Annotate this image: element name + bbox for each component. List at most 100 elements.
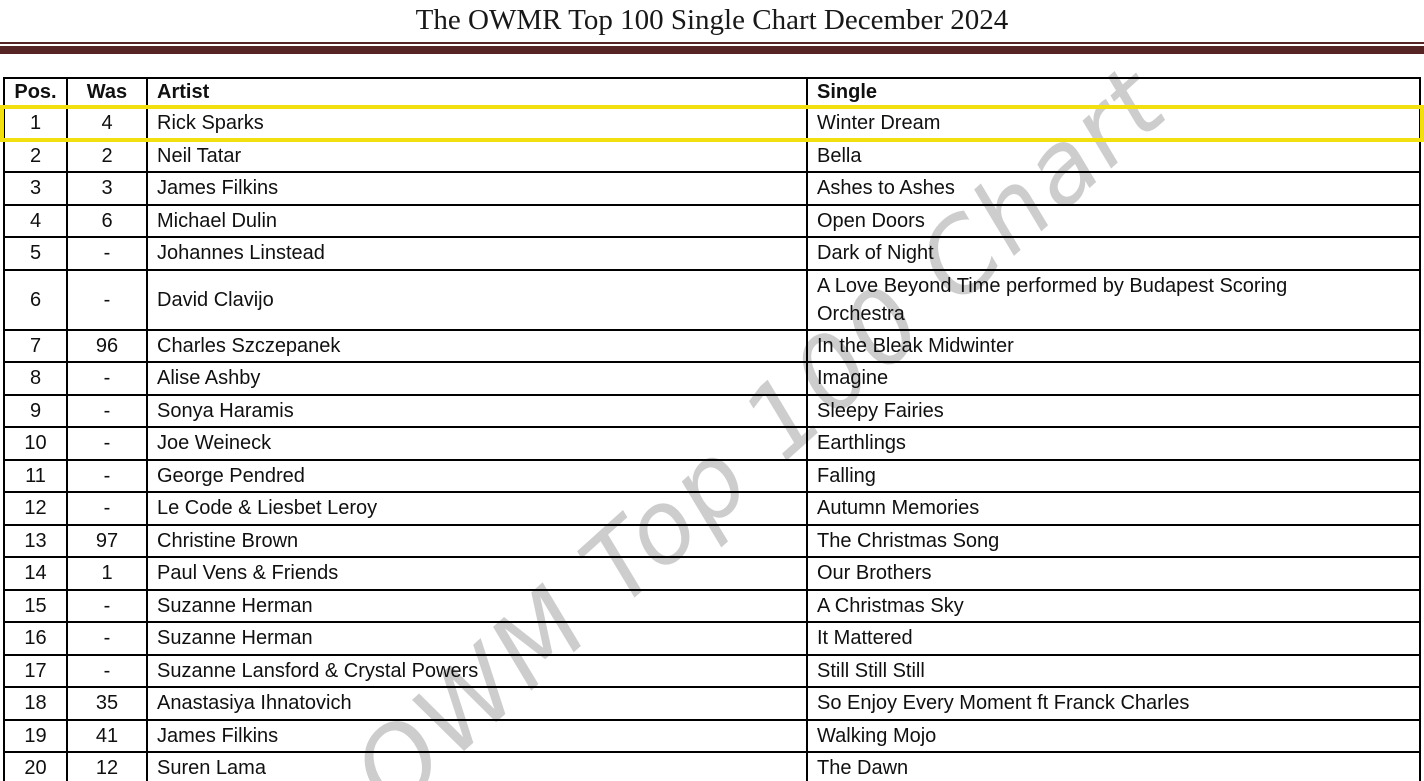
cell-single: Falling — [806, 458, 1421, 493]
cell-artist: Rick Sparks — [146, 106, 808, 141]
cell-single: Winter Dream — [806, 106, 1421, 141]
cell-single-text: Autumn Memories — [817, 497, 980, 520]
cell-pos-text: 9 — [29, 399, 42, 422]
cell-was-text: 6 — [101, 209, 113, 232]
title-rule-thin — [0, 42, 1424, 44]
table-row: 6 - David Clavijo A Love Beyond Time perfor… — [3, 268, 1421, 331]
cell-pos: 18 — [3, 686, 68, 721]
cell-single: Bella — [806, 138, 1421, 173]
table-row: 20 12 Suren Lama The Dawn — [3, 751, 1421, 781]
cell-single-text: Winter Dream — [817, 112, 941, 135]
table-row: 15 - Suzanne Herman A Christmas Sky — [3, 588, 1421, 623]
cell-was-text: 12 — [95, 757, 119, 780]
cell-pos: 4 — [3, 203, 68, 238]
cell-pos-text: 3 — [29, 177, 42, 200]
table-row: 5 - Johannes Linstead Dark of Night — [3, 236, 1421, 271]
cell-pos-text: 8 — [29, 367, 42, 390]
cell-single-text: Ashes to Ashes — [817, 177, 955, 200]
cell-single: The Dawn — [806, 751, 1421, 781]
cell-artist: James Filkins — [146, 171, 808, 206]
cell-artist: George Pendred — [146, 458, 808, 493]
page-title: The OWMR Top 100 Single Chart December 2… — [415, 4, 1009, 36]
table-row: 8 - Alise Ashby Imagine — [3, 361, 1421, 396]
cell-single-text: Our Brothers — [817, 562, 932, 585]
cell-artist-text: Christine Brown — [157, 529, 299, 552]
cell-pos-text: 12 — [24, 497, 47, 520]
cell-artist-text: Michael Dulin — [157, 209, 278, 232]
cell-pos: 13 — [3, 523, 68, 558]
cell-artist-text: Suzanne Herman — [157, 594, 313, 617]
cell-was: - — [66, 653, 148, 688]
cell-pos-text: 10 — [24, 432, 47, 455]
cell-was: 96 — [66, 328, 148, 363]
cell-was-text: - — [103, 288, 111, 311]
cell-single-text: Falling — [817, 464, 876, 487]
cell-pos: 1 — [3, 106, 68, 141]
cell-artist-text: Neil Tatar — [157, 144, 242, 167]
cell-was: - — [66, 588, 148, 623]
cell-single-text: Still Still Still — [817, 659, 925, 682]
cell-was-text: - — [103, 594, 111, 617]
cell-was-text: - — [103, 497, 111, 520]
cell-was: 4 — [66, 106, 148, 141]
table-row: 14 1 Paul Vens & Friends Our Brothers — [3, 556, 1421, 591]
cell-pos: 20 — [3, 751, 68, 781]
cell-was-text: - — [103, 367, 111, 390]
cell-pos-text: 13 — [24, 529, 47, 552]
cell-artist-text: Joe Weineck — [157, 432, 272, 455]
cell-pos-text: 5 — [29, 242, 42, 265]
table-row: 19 41 James Filkins Walking Mojo — [3, 718, 1421, 753]
cell-was: - — [66, 491, 148, 526]
cell-pos-text: 6 — [29, 288, 42, 311]
cell-single-text: Imagine — [817, 367, 889, 390]
cell-was-text: 35 — [95, 692, 119, 715]
cell-was: 3 — [66, 171, 148, 206]
cell-pos: 11 — [3, 458, 68, 493]
cell-artist: Anastasiya Ihnatovich — [146, 686, 808, 721]
cell-artist: Paul Vens & Friends — [146, 556, 808, 591]
table-row: 2 2 Neil Tatar Bella — [3, 138, 1421, 173]
cell-artist: Joe Weineck — [146, 426, 808, 461]
table-row: 11 - George Pendred Falling — [3, 458, 1421, 493]
cell-was: 12 — [66, 751, 148, 781]
cell-pos: 19 — [3, 718, 68, 753]
cell-single: Our Brothers — [806, 556, 1421, 591]
cell-artist: Suzanne Herman — [146, 588, 808, 623]
header-single: Single — [806, 77, 1421, 108]
cell-pos-text: 1 — [29, 112, 42, 135]
cell-single-text: The Dawn — [817, 757, 909, 780]
cell-pos: 16 — [3, 621, 68, 656]
chart-table: Pos. Was Artist Single 1 4 Rick Sparks Wint… — [3, 77, 1421, 781]
cell-single: A Christmas Sky — [806, 588, 1421, 623]
cell-was-text: - — [103, 399, 111, 422]
cell-pos: 7 — [3, 328, 68, 363]
header-pos: Pos. — [3, 77, 68, 108]
table-row: 3 3 James Filkins Ashes to Ashes — [3, 171, 1421, 206]
cell-single: A Love Beyond Time performed by Budapest… — [806, 268, 1421, 331]
cell-was-text: 1 — [101, 562, 113, 585]
cell-single: So Enjoy Every Moment ft Franck Charles — [806, 686, 1421, 721]
cell-pos: 3 — [3, 171, 68, 206]
cell-artist-text: Sonya Haramis — [157, 399, 294, 422]
cell-was-text: - — [103, 627, 111, 650]
cell-artist-text: George Pendred — [157, 464, 305, 487]
cell-artist-text: Suren Lama — [157, 757, 266, 780]
cell-single: In the Bleak Midwinter — [806, 328, 1421, 363]
cell-was-text: - — [103, 242, 111, 265]
cell-was: 1 — [66, 556, 148, 591]
cell-artist-text: Paul Vens & Friends — [157, 562, 339, 585]
cell-was: 6 — [66, 203, 148, 238]
cell-was-text: 96 — [95, 334, 119, 357]
cell-was-text: - — [103, 432, 111, 455]
cell-single: Dark of Night — [806, 236, 1421, 271]
cell-was-text: - — [103, 659, 111, 682]
table-header-row: Pos. Was Artist Single — [3, 77, 1421, 108]
cell-pos-text: 4 — [29, 209, 42, 232]
cell-pos: 10 — [3, 426, 68, 461]
cell-pos: 6 — [3, 268, 68, 331]
cell-artist: Neil Tatar — [146, 138, 808, 173]
cell-single: The Christmas Song — [806, 523, 1421, 558]
cell-single: Autumn Memories — [806, 491, 1421, 526]
cell-pos: 8 — [3, 361, 68, 396]
title-rule-thick — [0, 46, 1424, 54]
